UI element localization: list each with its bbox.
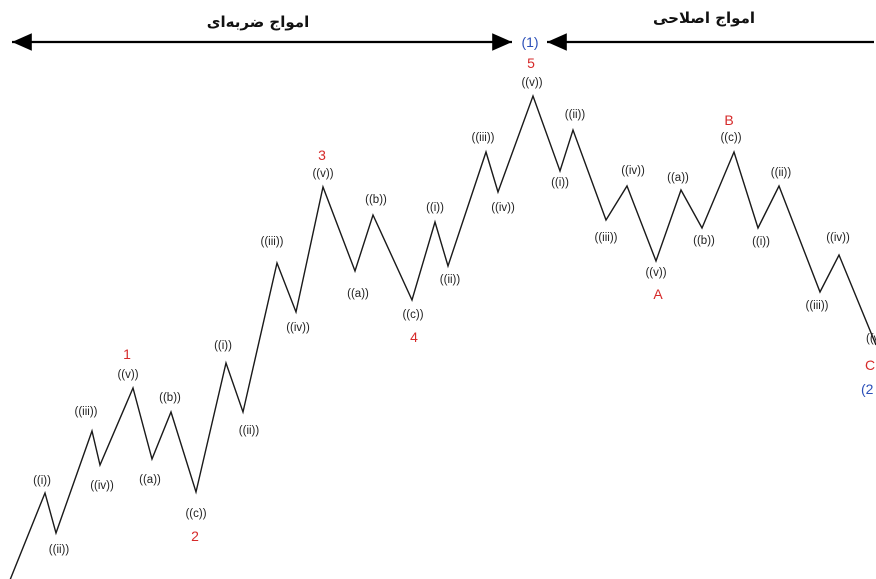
wave-1-top-marker: (1) — [521, 34, 538, 50]
wave-label: ((iii)) — [472, 132, 495, 144]
wave-label: ((iv)) — [286, 322, 310, 334]
sub-wave-labels: ((i)) ((ii)) ((iii)) ((iv)) ((v)) ((a)) … — [33, 77, 876, 556]
wave-label: ((iii)) — [806, 300, 829, 312]
wave-label: ((i)) — [752, 236, 770, 248]
wave-label: ((a)) — [347, 288, 369, 300]
wave-label: ((i)) — [551, 177, 569, 189]
wave-label: ((a)) — [139, 474, 161, 486]
major-wave-labels: 1 2 3 4 5 A B C — [123, 55, 875, 544]
wave-label: ((ii)) — [565, 109, 586, 121]
wave-label: ((a)) — [667, 172, 689, 184]
wave-label: ((iv)) — [826, 232, 850, 244]
wave-label: ((v)) — [312, 168, 333, 180]
major-label-3: 3 — [318, 147, 326, 163]
wave-label: ((ii)) — [771, 167, 792, 179]
wave-label: ((v)) — [521, 77, 542, 89]
wave-label: ((iii)) — [261, 236, 284, 248]
wave-label: ((iii)) — [595, 232, 618, 244]
impulse-waves-header: امواج ضربه‌ای — [207, 13, 309, 31]
major-label-C: C — [865, 357, 875, 373]
wave-label: ((iv)) — [491, 202, 515, 214]
wave-label: ((b)) — [159, 392, 181, 404]
major-label-A: A — [653, 286, 663, 302]
wave-label: ((c)) — [185, 508, 206, 520]
wave-label: ((ii)) — [239, 425, 260, 437]
wave-label: ((v)) — [117, 369, 138, 381]
major-label-4: 4 — [410, 329, 418, 345]
wave-label: ((b)) — [365, 194, 387, 206]
wave-label: ((c)) — [720, 132, 741, 144]
wave-label: ((c)) — [402, 309, 423, 321]
major-label-5: 5 — [527, 55, 535, 71]
wave-label: ((i)) — [33, 475, 51, 487]
major-label-2: 2 — [191, 528, 199, 544]
corrective-waves-header: امواج اصلاحی — [653, 9, 755, 27]
wave-label: ((v)) — [645, 267, 666, 279]
wave-label: ((ii)) — [49, 544, 70, 556]
wave-label: ((iv)) — [621, 165, 645, 177]
wave-label: ((b)) — [693, 235, 715, 247]
wave-label: ((i)) — [426, 202, 444, 214]
major-label-1: 1 — [123, 346, 131, 362]
wave-label: ((iv)) — [90, 480, 114, 492]
wave-label: ((v)) — [866, 333, 876, 345]
wave-label: ((i)) — [214, 340, 232, 352]
wave-path — [9, 93, 876, 579]
wave-label: ((iii)) — [75, 406, 98, 418]
wave-2-bottom-marker: (2 — [861, 381, 874, 397]
wave-label: ((ii)) — [440, 274, 461, 286]
major-label-B: B — [724, 112, 733, 128]
